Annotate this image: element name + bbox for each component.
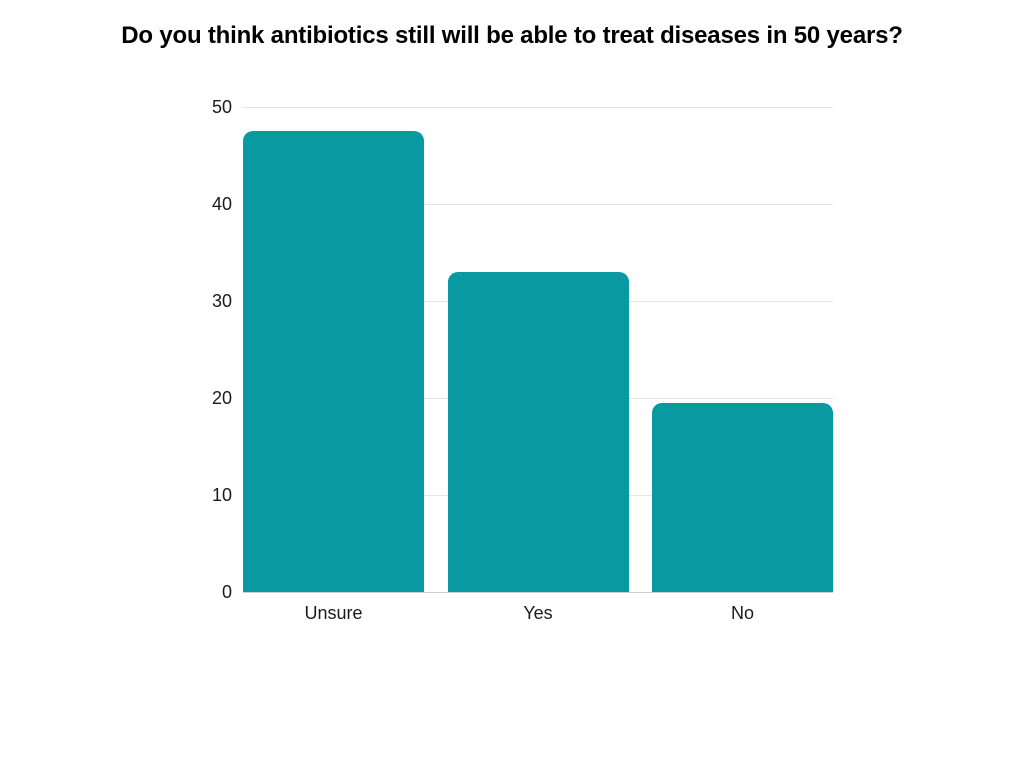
x-label-unsure: Unsure xyxy=(304,603,363,623)
bar-no xyxy=(652,402,833,592)
y-tick-label-50: 50 xyxy=(211,97,232,117)
x-label-no: No xyxy=(730,603,754,623)
x-axis-category-labels: Unsure Yes No xyxy=(243,603,833,624)
plot-area xyxy=(243,107,833,593)
gridline-0 xyxy=(243,592,833,593)
y-tick-label-10: 10 xyxy=(211,485,232,505)
x-label-yes: Yes xyxy=(523,603,553,623)
bar-yes xyxy=(447,271,629,592)
y-tick-label-20: 20 xyxy=(211,388,232,408)
bars-layer xyxy=(243,107,833,592)
gridline-50 xyxy=(243,107,833,108)
gridline-40 xyxy=(243,204,833,205)
bar-unsure xyxy=(243,131,424,592)
y-tick-label-40: 40 xyxy=(211,194,232,214)
chart-title: Do you think antibiotics still will be a… xyxy=(121,22,903,49)
y-tick-label-0: 0 xyxy=(221,582,232,602)
y-tick-label-30: 30 xyxy=(211,291,232,311)
